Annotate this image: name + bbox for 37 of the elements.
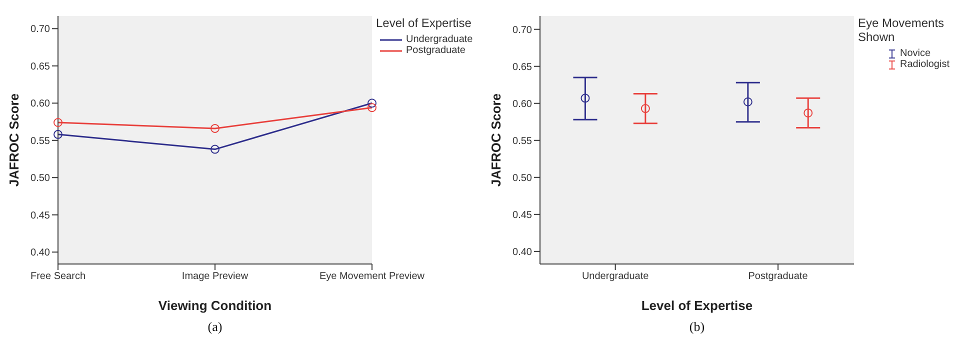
x-axis-title: Viewing Condition xyxy=(157,298,273,313)
x-tick-label: Undergraduate xyxy=(582,271,650,282)
x-axis-title: Level of Expertise xyxy=(640,298,754,313)
y-tick-label: 0.40 xyxy=(512,246,532,258)
point xyxy=(368,103,376,112)
text: (a) xyxy=(206,319,224,335)
y-tick-label: 0.45 xyxy=(30,210,50,222)
legend-label: Novice xyxy=(900,48,931,59)
point xyxy=(210,144,220,154)
y-axis-title: JAFROC Score xyxy=(6,93,22,187)
text: (b) xyxy=(688,319,706,335)
x-tick-label: Eye Movement Preview xyxy=(319,271,426,282)
point xyxy=(210,124,220,133)
y-tick-label: 0.50 xyxy=(512,172,532,184)
y-tick-label: 0.70 xyxy=(30,24,50,36)
y-tick-label: 0.60 xyxy=(512,98,532,110)
y-tick-label: 0.60 xyxy=(30,98,50,110)
legend-label: Radiologist xyxy=(900,59,950,70)
legend-title: Level of Expertise xyxy=(376,16,472,30)
y-tick-label: 0.55 xyxy=(512,136,532,147)
y-axis-title: JAFROC Score xyxy=(488,93,504,187)
legend-label: Postgraduate xyxy=(406,45,466,56)
legend-label: Undergraduate xyxy=(406,34,473,45)
x-tick-label: Postgraduate xyxy=(748,271,808,282)
point xyxy=(54,130,62,139)
y-tick-label: 0.55 xyxy=(30,136,50,147)
point xyxy=(368,98,376,108)
legend-title: Eye Movements Shown xyxy=(858,16,946,44)
y-tick-label: 0.45 xyxy=(512,210,532,221)
y-tick-label: 0.65 xyxy=(30,61,50,72)
x-tick-label: Free Search xyxy=(30,271,86,282)
y-tick-label: 0.40 xyxy=(30,248,50,259)
point xyxy=(54,118,62,127)
y-tick-label: 0.65 xyxy=(512,62,532,73)
y-tick-label: 0.70 xyxy=(512,24,532,36)
x-tick-label: Image Preview xyxy=(182,271,249,282)
y-tick-label: 0.50 xyxy=(30,173,50,184)
